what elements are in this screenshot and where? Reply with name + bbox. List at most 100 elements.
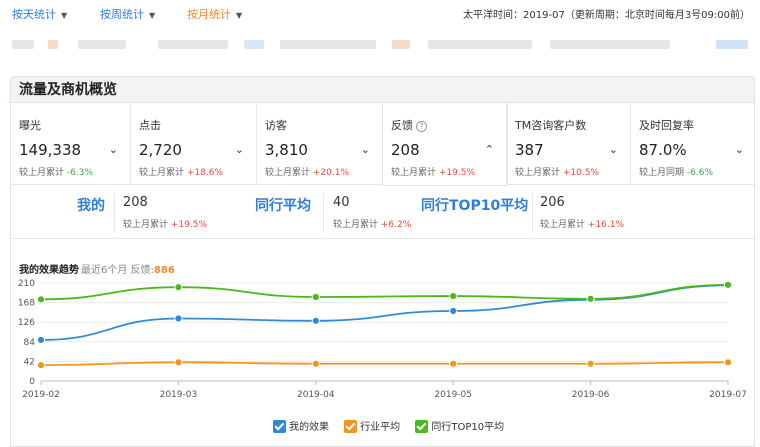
chart-legend: 我的效果 行业平均 同行TOP10平均 bbox=[273, 418, 516, 433]
metric-label: 访客 bbox=[265, 119, 287, 132]
compare-change: 较上月累计 +19.5% bbox=[123, 220, 208, 230]
data-point bbox=[723, 280, 733, 289]
data-point bbox=[586, 359, 595, 368]
divider bbox=[323, 193, 324, 233]
metric-comparison: 较上月同期 -6.6% bbox=[639, 168, 714, 178]
metric-clicks[interactable]: 点击 2,720 ⌄ 较上月累计 +18.6% bbox=[131, 103, 257, 185]
metric-visitors[interactable]: 访客 3,810 ⌄ 较上月累计 +20.1% bbox=[257, 103, 383, 185]
data-point bbox=[36, 335, 46, 345]
metric-comparison: 较上月累计 +20.1% bbox=[265, 168, 350, 178]
data-point bbox=[174, 283, 183, 292]
x-tick-label: 2019-04 bbox=[297, 390, 335, 400]
y-tick-label: 0 bbox=[29, 377, 35, 387]
series-line-1 bbox=[40, 361, 729, 367]
data-point bbox=[311, 316, 320, 325]
chevron-down-icon: ⌄ bbox=[234, 143, 244, 156]
timezone-info: 太平洋时间：2019-07（更新周期：北京时间每月3号09:00前） bbox=[463, 10, 750, 21]
metric-label: 点击 bbox=[139, 119, 161, 132]
metric-comparison: 较上月累计 +19.5% bbox=[391, 168, 476, 178]
legend-industry-avg[interactable]: 行业平均 bbox=[344, 418, 400, 433]
compare-name: 同行TOP10平均 bbox=[421, 198, 529, 214]
chevron-down-icon: ⌄ bbox=[360, 143, 370, 156]
peer-comparison: 我的 208 较上月累计 +19.5% 同行平均 40 较上月累计 +6.2% … bbox=[11, 185, 754, 239]
metric-comparison: 较上月累计 +18.6% bbox=[139, 168, 224, 178]
x-tick-label: 2019-02 bbox=[22, 390, 60, 400]
compare-mine: 我的 208 较上月累计 +19.5% bbox=[11, 185, 327, 239]
tab-monthly[interactable]: 按月统计 ▼ bbox=[187, 6, 242, 22]
trend-chart: 0 42 84 126 168 210 2019-02 2019-03 2019-04 2019-… bbox=[18, 279, 747, 400]
series-line-2 bbox=[40, 283, 729, 301]
chevron-down-icon: ⌄ bbox=[608, 143, 618, 156]
metric-comparison: 较上月累计 +10.5% bbox=[515, 168, 600, 178]
compare-change: 较上月累计 +16.1% bbox=[540, 220, 625, 230]
tab-label: 按月统计 bbox=[187, 8, 231, 21]
data-point bbox=[311, 292, 320, 302]
metric-value: 87.0% bbox=[639, 141, 687, 159]
data-point bbox=[311, 359, 320, 368]
data-point bbox=[586, 294, 595, 303]
metric-label: 反馈? bbox=[391, 117, 506, 133]
metric-comparison: 较上月累计 -6.3% bbox=[19, 168, 94, 178]
data-point bbox=[723, 358, 733, 367]
caret-down-icon: ▼ bbox=[236, 11, 243, 20]
tab-label: 按天统计 bbox=[12, 8, 56, 21]
compare-value: 206 bbox=[540, 195, 565, 210]
metric-label: TM咨询客户数 bbox=[515, 119, 587, 132]
metric-value: 149,338 bbox=[19, 141, 82, 159]
chart-title: 我的效果趋势 最近6个月 反馈:886 bbox=[19, 265, 175, 276]
tab-label: 按周统计 bbox=[100, 8, 144, 21]
divider bbox=[114, 193, 115, 233]
checkbox-icon bbox=[273, 420, 286, 433]
metric-reply-rate[interactable]: 及时回复率 87.0% ⌄ 较上月同期 -6.6% bbox=[631, 103, 754, 185]
data-point bbox=[36, 295, 46, 304]
chevron-up-icon: ⌃ bbox=[484, 143, 494, 156]
divider bbox=[532, 193, 533, 233]
redacted-strip bbox=[0, 38, 760, 52]
x-tick-label: 2019-06 bbox=[572, 390, 610, 400]
chevron-down-icon: ⌄ bbox=[108, 143, 118, 156]
data-point bbox=[174, 358, 183, 367]
metric-value: 208 bbox=[391, 141, 420, 159]
legend-top10-avg[interactable]: 同行TOP10平均 bbox=[415, 418, 504, 433]
y-tick-label: 126 bbox=[18, 318, 35, 328]
data-point bbox=[449, 359, 458, 368]
data-point bbox=[36, 361, 46, 370]
checkbox-icon bbox=[415, 420, 429, 433]
data-point bbox=[449, 306, 458, 316]
tab-daily[interactable]: 按天统计 ▼ bbox=[12, 6, 67, 22]
metric-value: 387 bbox=[515, 141, 544, 159]
metric-label: 曝光 bbox=[19, 119, 41, 132]
metric-tm-inquiries[interactable]: TM咨询客户数 387 ⌄ 较上月累计 +10.5% bbox=[507, 103, 631, 185]
help-icon[interactable]: ? bbox=[416, 121, 427, 132]
y-tick-label: 168 bbox=[18, 299, 35, 309]
metric-value: 2,720 bbox=[139, 141, 182, 159]
metric-feedback[interactable]: 反馈? 208 ⌃ 较上月累计 +19.5% bbox=[383, 103, 507, 185]
metric-value: 3,810 bbox=[265, 141, 308, 159]
metric-impressions[interactable]: 曝光 149,338 ⌄ 较上月累计 -6.3% bbox=[11, 103, 131, 185]
y-tick-label: 210 bbox=[18, 279, 35, 289]
x-tick-label: 2019-07 bbox=[709, 390, 747, 400]
checkbox-icon bbox=[344, 420, 358, 433]
caret-down-icon: ▼ bbox=[61, 11, 68, 20]
legend-my-effect[interactable]: 我的效果 bbox=[273, 418, 329, 433]
metric-label: 及时回复率 bbox=[639, 119, 694, 132]
traffic-overview-panel: 流量及商机概览 曝光 149,338 ⌄ 较上月累计 -6.3% 点击 2,72… bbox=[10, 76, 755, 447]
tab-weekly[interactable]: 按周统计 ▼ bbox=[100, 6, 155, 22]
period-tabs: 按天统计 ▼ 按周统计 ▼ 按月统计 ▼ 太平洋时间：2019-07（更新周期：北京时… bbox=[0, 0, 760, 28]
compare-peer-avg: 同行平均 40 较上月累计 +6.2% bbox=[11, 185, 754, 239]
compare-name: 同行平均 bbox=[255, 198, 311, 214]
compare-value: 208 bbox=[123, 195, 148, 210]
compare-top10-avg: 同行TOP10平均 206 较上月累计 +16.1% bbox=[11, 185, 754, 239]
compare-name: 我的 bbox=[77, 198, 105, 214]
metric-cards: 曝光 149,338 ⌄ 较上月累计 -6.3% 点击 2,720 ⌄ 较上月累… bbox=[11, 103, 754, 185]
x-tick-label: 2019-03 bbox=[160, 390, 198, 400]
caret-down-icon: ▼ bbox=[149, 11, 156, 20]
x-tick-label: 2019-05 bbox=[434, 390, 472, 400]
y-tick-label: 84 bbox=[24, 338, 36, 348]
compare-value: 40 bbox=[333, 195, 350, 210]
y-tick-label: 42 bbox=[24, 357, 35, 367]
panel-title: 流量及商机概览 bbox=[11, 77, 754, 103]
data-point bbox=[449, 291, 458, 301]
series-line-0 bbox=[40, 284, 729, 341]
data-point bbox=[174, 314, 183, 323]
